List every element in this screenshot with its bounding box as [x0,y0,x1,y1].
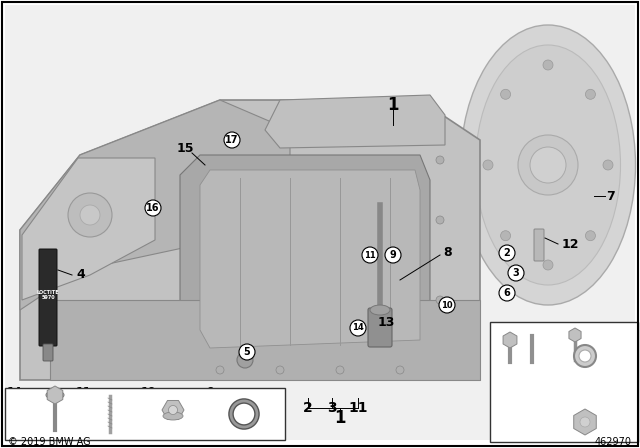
Circle shape [216,366,224,374]
Circle shape [385,247,401,263]
Circle shape [579,350,591,362]
Text: 3: 3 [557,339,565,349]
Circle shape [168,405,177,414]
Polygon shape [265,95,445,148]
Text: 11: 11 [364,250,376,259]
Circle shape [350,320,366,336]
Text: 17: 17 [225,135,239,145]
Text: 2: 2 [504,248,510,258]
Text: 11: 11 [348,401,368,415]
Text: 1: 1 [387,96,399,114]
Circle shape [224,132,240,148]
Text: 3: 3 [327,401,337,415]
Text: 4: 4 [76,268,84,281]
Bar [490,322,638,442]
Text: 6: 6 [504,288,510,298]
Circle shape [499,285,515,301]
Polygon shape [180,155,430,360]
Text: 5: 5 [244,347,250,357]
Polygon shape [22,158,155,300]
Text: 12: 12 [562,237,579,250]
Circle shape [68,193,112,237]
Text: 13: 13 [378,315,396,328]
Circle shape [543,60,553,70]
Text: 14: 14 [352,323,364,332]
Circle shape [508,265,524,281]
Text: 14: 14 [6,387,22,397]
FancyBboxPatch shape [368,308,392,347]
Circle shape [362,247,378,263]
Text: 8: 8 [443,246,452,259]
Circle shape [483,160,493,170]
Circle shape [500,231,511,241]
Text: © 2019 BMW AG: © 2019 BMW AG [8,437,91,447]
Circle shape [499,245,515,261]
Circle shape [80,205,100,225]
Circle shape [145,200,161,216]
Text: 10: 10 [441,301,453,310]
Text: 5: 5 [557,323,565,333]
Circle shape [239,344,255,360]
Text: 9: 9 [206,387,214,397]
Circle shape [439,297,455,313]
Text: 7: 7 [606,190,615,202]
Bar [5,388,285,440]
Text: 6: 6 [522,325,530,335]
Text: 11: 11 [76,387,91,397]
Circle shape [543,260,553,270]
Ellipse shape [46,391,64,400]
Circle shape [276,366,284,374]
Text: 16: 16 [147,203,160,213]
Circle shape [237,352,253,368]
Ellipse shape [461,25,636,305]
Text: 10: 10 [140,387,156,397]
Circle shape [436,216,444,224]
Text: 9: 9 [390,250,396,260]
Polygon shape [20,100,480,380]
Circle shape [436,156,444,164]
Circle shape [436,296,444,304]
Text: 2: 2 [557,367,565,377]
Circle shape [530,147,566,183]
FancyBboxPatch shape [534,229,544,261]
Text: 1: 1 [334,409,346,427]
Circle shape [396,366,404,374]
Circle shape [336,366,344,374]
FancyBboxPatch shape [39,249,57,346]
Circle shape [586,89,595,99]
Circle shape [586,231,595,241]
Polygon shape [200,170,420,348]
Circle shape [574,345,596,367]
Text: LOCTITE
5970: LOCTITE 5970 [36,289,60,301]
Text: 15: 15 [176,142,194,155]
Text: 3: 3 [513,268,520,278]
Polygon shape [20,100,290,310]
Circle shape [580,417,590,427]
Text: 7: 7 [498,325,506,335]
Polygon shape [50,300,480,380]
Circle shape [500,89,511,99]
FancyBboxPatch shape [43,344,53,361]
Ellipse shape [476,45,621,285]
Circle shape [518,135,578,195]
Ellipse shape [163,412,183,420]
Text: 462970: 462970 [595,437,632,447]
Ellipse shape [370,305,390,315]
Text: 2: 2 [303,401,313,415]
Circle shape [603,160,613,170]
